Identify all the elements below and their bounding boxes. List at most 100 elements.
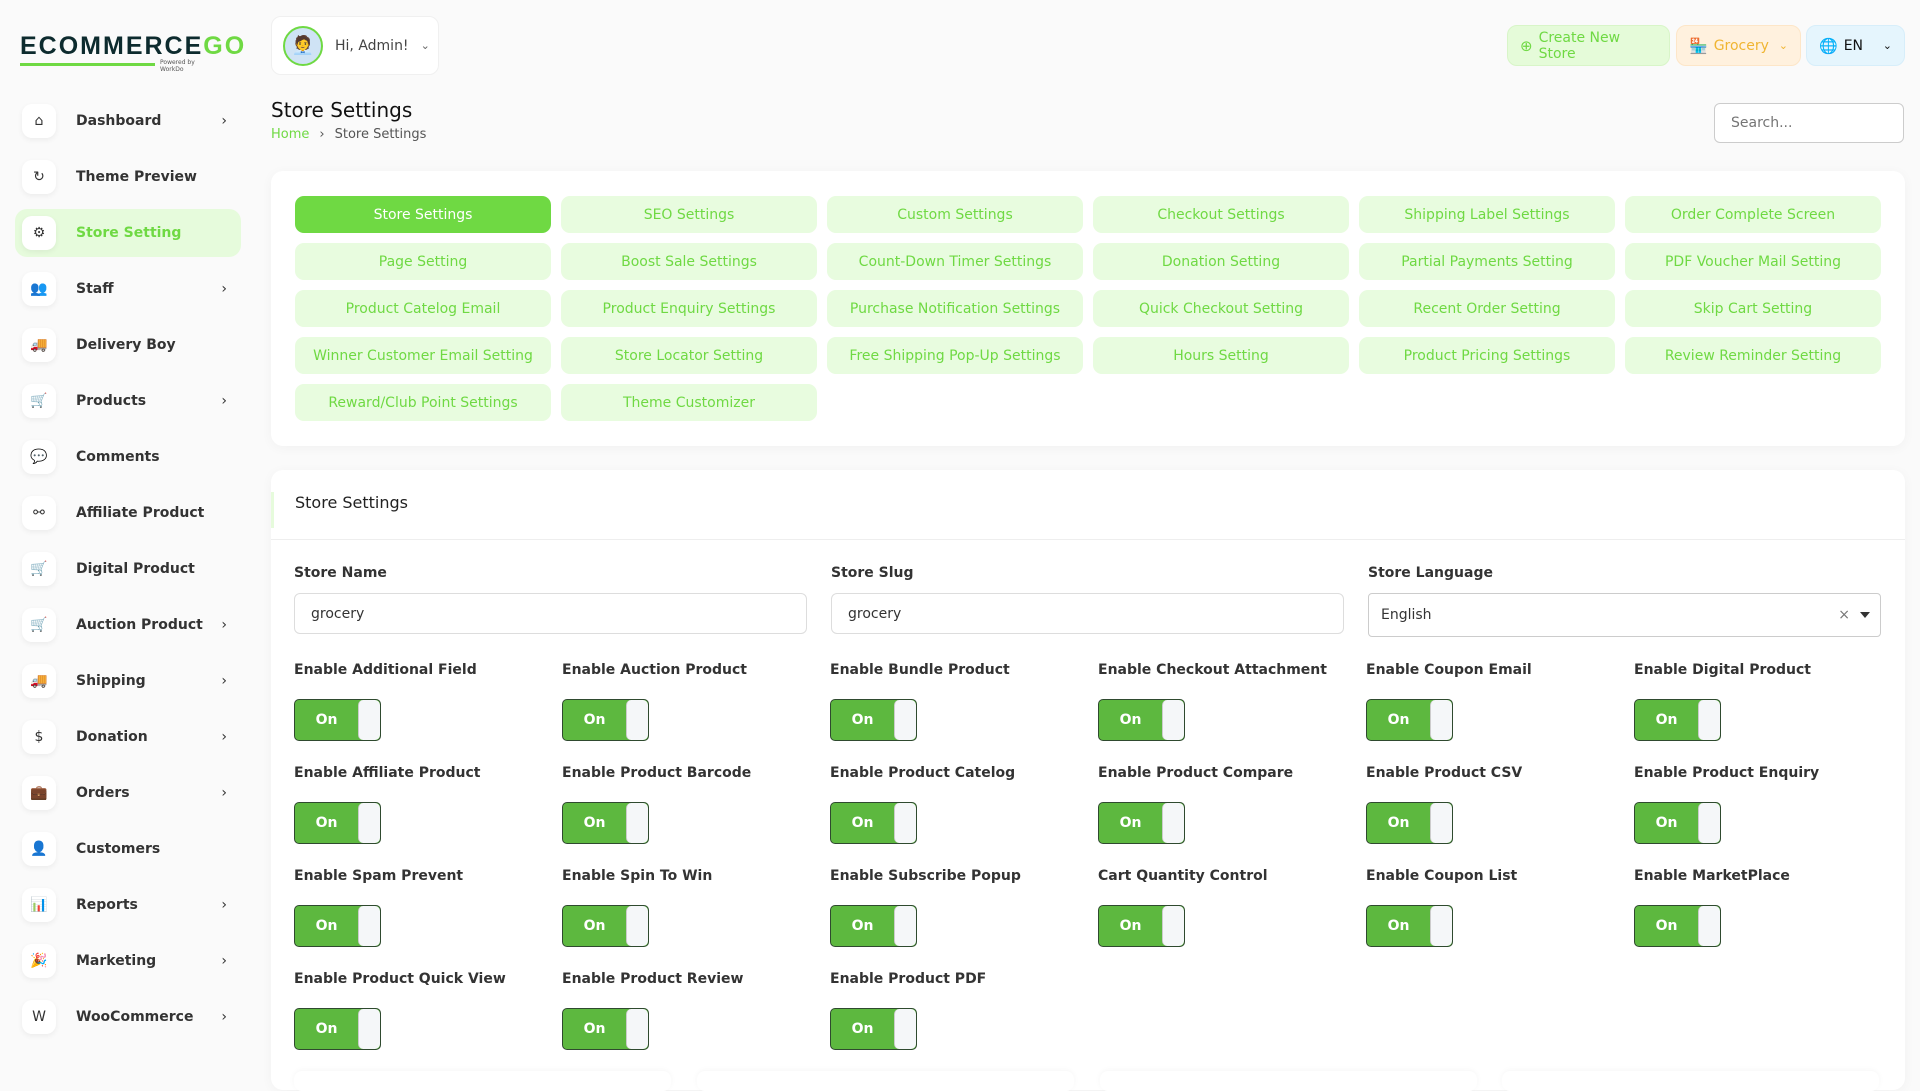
breadcrumb-home[interactable]: Home [271, 127, 310, 142]
plus-circle-icon: ⊕ [1520, 36, 1533, 55]
tab-quick-checkout-setting[interactable]: Quick Checkout Setting [1093, 290, 1349, 327]
tab-purchase-notification-settings[interactable]: Purchase Notification Settings [827, 290, 1083, 327]
toggle-enable-marketplace[interactable]: On [1634, 905, 1721, 947]
chevron-right-icon: › [221, 953, 227, 969]
sidebar-item-reports[interactable]: 📊 Reports › [15, 881, 241, 929]
tab-checkout-settings[interactable]: Checkout Settings [1093, 196, 1349, 233]
tab-count-down-timer-settings[interactable]: Count-Down Timer Settings [827, 243, 1083, 280]
sidebar-item-label: WooCommerce [76, 1009, 194, 1025]
toggle-enable-digital-product[interactable]: On [1634, 699, 1721, 741]
sidebar-item-orders[interactable]: 💼 Orders › [15, 769, 241, 817]
tab-reward-club-point-settings[interactable]: Reward/Club Point Settings [295, 384, 551, 421]
sidebar-item-store-setting[interactable]: ⚙ Store Setting [15, 209, 241, 257]
chevron-right-icon: › [221, 729, 227, 745]
toggle-enable-additional-field[interactable]: On [294, 699, 381, 741]
clear-icon[interactable]: × [1838, 607, 1850, 623]
toggle-label: Cart Quantity Control [1098, 868, 1268, 884]
tab-store-settings[interactable]: Store Settings [295, 196, 551, 233]
toggle-knob [358, 803, 380, 843]
tab-recent-order-setting[interactable]: Recent Order Setting [1359, 290, 1615, 327]
store-selector[interactable]: 🏪 Grocery ⌄ [1676, 25, 1801, 66]
toggle-enable-product-enquiry[interactable]: On [1634, 802, 1721, 844]
user-menu[interactable]: 🧑‍💼 Hi, Admin! ⌄ [271, 16, 439, 75]
tab-pdf-voucher-mail-setting[interactable]: PDF Voucher Mail Setting [1625, 243, 1881, 280]
toggle-enable-spam-prevent[interactable]: On [294, 905, 381, 947]
sidebar-item-digital-product[interactable]: 🛒 Digital Product [15, 545, 241, 593]
divider [271, 539, 1905, 540]
toggle-cart-quantity-control[interactable]: On [1098, 905, 1185, 947]
search-input[interactable] [1714, 103, 1904, 143]
logo-sub: Powered by WorkDo [160, 59, 195, 73]
toggle-enable-product-quick-view[interactable]: On [294, 1008, 381, 1050]
sidebar-item-marketing[interactable]: 🎉 Marketing › [15, 937, 241, 985]
toggle-enable-subscribe-popup[interactable]: On [830, 905, 917, 947]
sidebar-item-shipping[interactable]: 🚚 Shipping › [15, 657, 241, 705]
sidebar-item-dashboard[interactable]: ⌂ Dashboard › [15, 97, 241, 145]
toggle-state: On [1655, 712, 1678, 728]
sidebar-item-customers[interactable]: 👤 Customers [15, 825, 241, 873]
sidebar-item-products[interactable]: 🛒 Products › [15, 377, 241, 425]
language-selector[interactable]: 🌐 EN ⌄ [1806, 25, 1905, 66]
tab-boost-sale-settings[interactable]: Boost Sale Settings [561, 243, 817, 280]
toggle-state: On [583, 815, 606, 831]
store-language-label: Store Language [1368, 565, 1493, 581]
tab-product-enquiry-settings[interactable]: Product Enquiry Settings [561, 290, 817, 327]
toggle-enable-product-review[interactable]: On [562, 1008, 649, 1050]
toggle-enable-product-catelog[interactable]: On [830, 802, 917, 844]
toggle-knob [358, 906, 380, 946]
sidebar-item-auction-product[interactable]: 🛒 Auction Product › [15, 601, 241, 649]
auction-cart-icon: 🛒 [22, 608, 56, 642]
toggle-enable-product-csv[interactable]: On [1366, 802, 1453, 844]
toggle-enable-coupon-email[interactable]: On [1366, 699, 1453, 741]
tab-custom-settings[interactable]: Custom Settings [827, 196, 1083, 233]
tab-review-reminder-setting[interactable]: Review Reminder Setting [1625, 337, 1881, 374]
tab-winner-customer-email-setting[interactable]: Winner Customer Email Setting [295, 337, 551, 374]
sidebar-item-donation[interactable]: $ Donation › [15, 713, 241, 761]
tab-partial-payments-setting[interactable]: Partial Payments Setting [1359, 243, 1615, 280]
toggle-enable-affiliate-product[interactable]: On [294, 802, 381, 844]
store-slug-input[interactable] [831, 593, 1344, 634]
toggle-label: Enable Subscribe Popup [830, 868, 1021, 884]
sidebar-item-woocommerce[interactable]: W WooCommerce › [15, 993, 241, 1041]
toggle-enable-spin-to-win[interactable]: On [562, 905, 649, 947]
toggle-knob [626, 906, 648, 946]
sidebar-item-theme-preview[interactable]: ↻ Theme Preview [15, 153, 241, 201]
tab-hours-setting[interactable]: Hours Setting [1093, 337, 1349, 374]
tab-product-pricing-settings[interactable]: Product Pricing Settings [1359, 337, 1615, 374]
sidebar-item-affiliate-product[interactable]: ⚯ Affiliate Product [15, 489, 241, 537]
tab-page-setting[interactable]: Page Setting [295, 243, 551, 280]
store-icon: 🏪 [1689, 36, 1708, 55]
truck-icon: 🚚 [22, 328, 56, 362]
tab-donation-setting[interactable]: Donation Setting [1093, 243, 1349, 280]
tab-skip-cart-setting[interactable]: Skip Cart Setting [1625, 290, 1881, 327]
store-name-input[interactable] [294, 593, 807, 634]
tab-free-shipping-pop-up-settings[interactable]: Free Shipping Pop-Up Settings [827, 337, 1083, 374]
tab-order-complete-screen[interactable]: Order Complete Screen [1625, 196, 1881, 233]
toggle-enable-product-pdf[interactable]: On [830, 1008, 917, 1050]
store-language-select[interactable]: English × [1368, 593, 1881, 637]
toggle-enable-product-compare[interactable]: On [1098, 802, 1185, 844]
tab-theme-customizer[interactable]: Theme Customizer [561, 384, 817, 421]
sidebar-item-comments[interactable]: 💬 Comments [15, 433, 241, 481]
toggle-knob [1698, 700, 1720, 740]
toggle-enable-auction-product[interactable]: On [562, 699, 649, 741]
create-new-store-button[interactable]: ⊕ Create New Store [1507, 25, 1670, 66]
sidebar-item-label: Delivery Boy [76, 337, 176, 353]
toggle-label: Enable Bundle Product [830, 662, 1010, 678]
chevron-right-icon: › [221, 617, 227, 633]
tab-shipping-label-settings[interactable]: Shipping Label Settings [1359, 196, 1615, 233]
toggle-enable-checkout-attachment[interactable]: On [1098, 699, 1185, 741]
toggle-enable-product-barcode[interactable]: On [562, 802, 649, 844]
sidebar-item-label: Store Setting [76, 225, 182, 241]
home-icon: ⌂ [22, 104, 56, 138]
toggle-label: Enable Spin To Win [562, 868, 713, 884]
toggle-enable-coupon-list[interactable]: On [1366, 905, 1453, 947]
tab-store-locator-setting[interactable]: Store Locator Setting [561, 337, 817, 374]
sidebar-item-staff[interactable]: 👥 Staff › [15, 265, 241, 313]
tab-product-catelog-email[interactable]: Product Catelog Email [295, 290, 551, 327]
toggle-knob [358, 700, 380, 740]
tab-seo-settings[interactable]: SEO Settings [561, 196, 817, 233]
toggle-enable-bundle-product[interactable]: On [830, 699, 917, 741]
store-slug-label: Store Slug [831, 565, 914, 581]
sidebar-item-delivery-boy[interactable]: 🚚 Delivery Boy [15, 321, 241, 369]
